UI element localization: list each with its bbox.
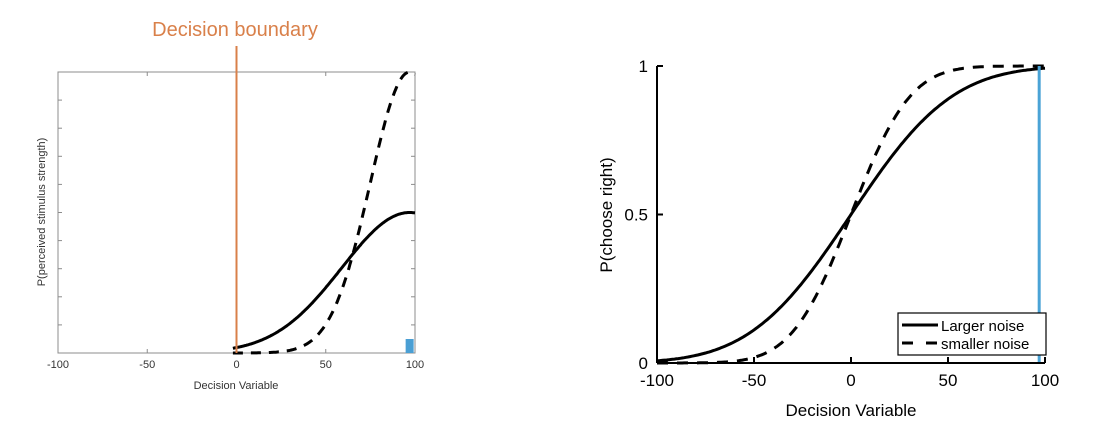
stimulus-marker bbox=[405, 339, 414, 353]
x-tick-label: 0 bbox=[846, 371, 855, 390]
right-chart: Decision Variable P(choose right) Larger… bbox=[597, 57, 1059, 420]
y-axis-label: P(perceived stimulus strength) bbox=[36, 138, 48, 287]
legend-box bbox=[897, 312, 1047, 356]
legend: Larger noise smaller noise bbox=[897, 312, 1047, 356]
y-tick-label: 1 bbox=[639, 57, 648, 76]
left-chart: Decision boundary Decision Variable P(pe… bbox=[36, 19, 424, 392]
series-line-dashed bbox=[232, 70, 416, 355]
x-tick-label: 50 bbox=[320, 359, 332, 371]
legend-label: smaller noise bbox=[941, 336, 1029, 353]
series-line-solid bbox=[656, 66, 1046, 363]
x-tick-label: 100 bbox=[1031, 371, 1059, 390]
y-tick-label: 0 bbox=[639, 354, 648, 373]
y-axis-label: P(choose right) bbox=[597, 157, 616, 272]
x-axis-label: Decision Variable bbox=[194, 380, 279, 392]
y-tick-label: 0.5 bbox=[624, 206, 648, 225]
x-tick-label: 100 bbox=[406, 359, 424, 371]
x-tick-label: -50 bbox=[742, 371, 767, 390]
series-line-solid bbox=[232, 211, 416, 350]
x-tick-label: -50 bbox=[139, 359, 155, 371]
x-tick-label: -100 bbox=[47, 359, 69, 371]
chart-title: Decision boundary bbox=[152, 19, 318, 41]
x-tick-label: 50 bbox=[939, 371, 958, 390]
legend-label: Larger noise bbox=[941, 318, 1024, 335]
x-tick-label: -100 bbox=[640, 371, 674, 390]
x-tick-label: 0 bbox=[233, 359, 239, 371]
x-axis-label: Decision Variable bbox=[785, 401, 916, 420]
